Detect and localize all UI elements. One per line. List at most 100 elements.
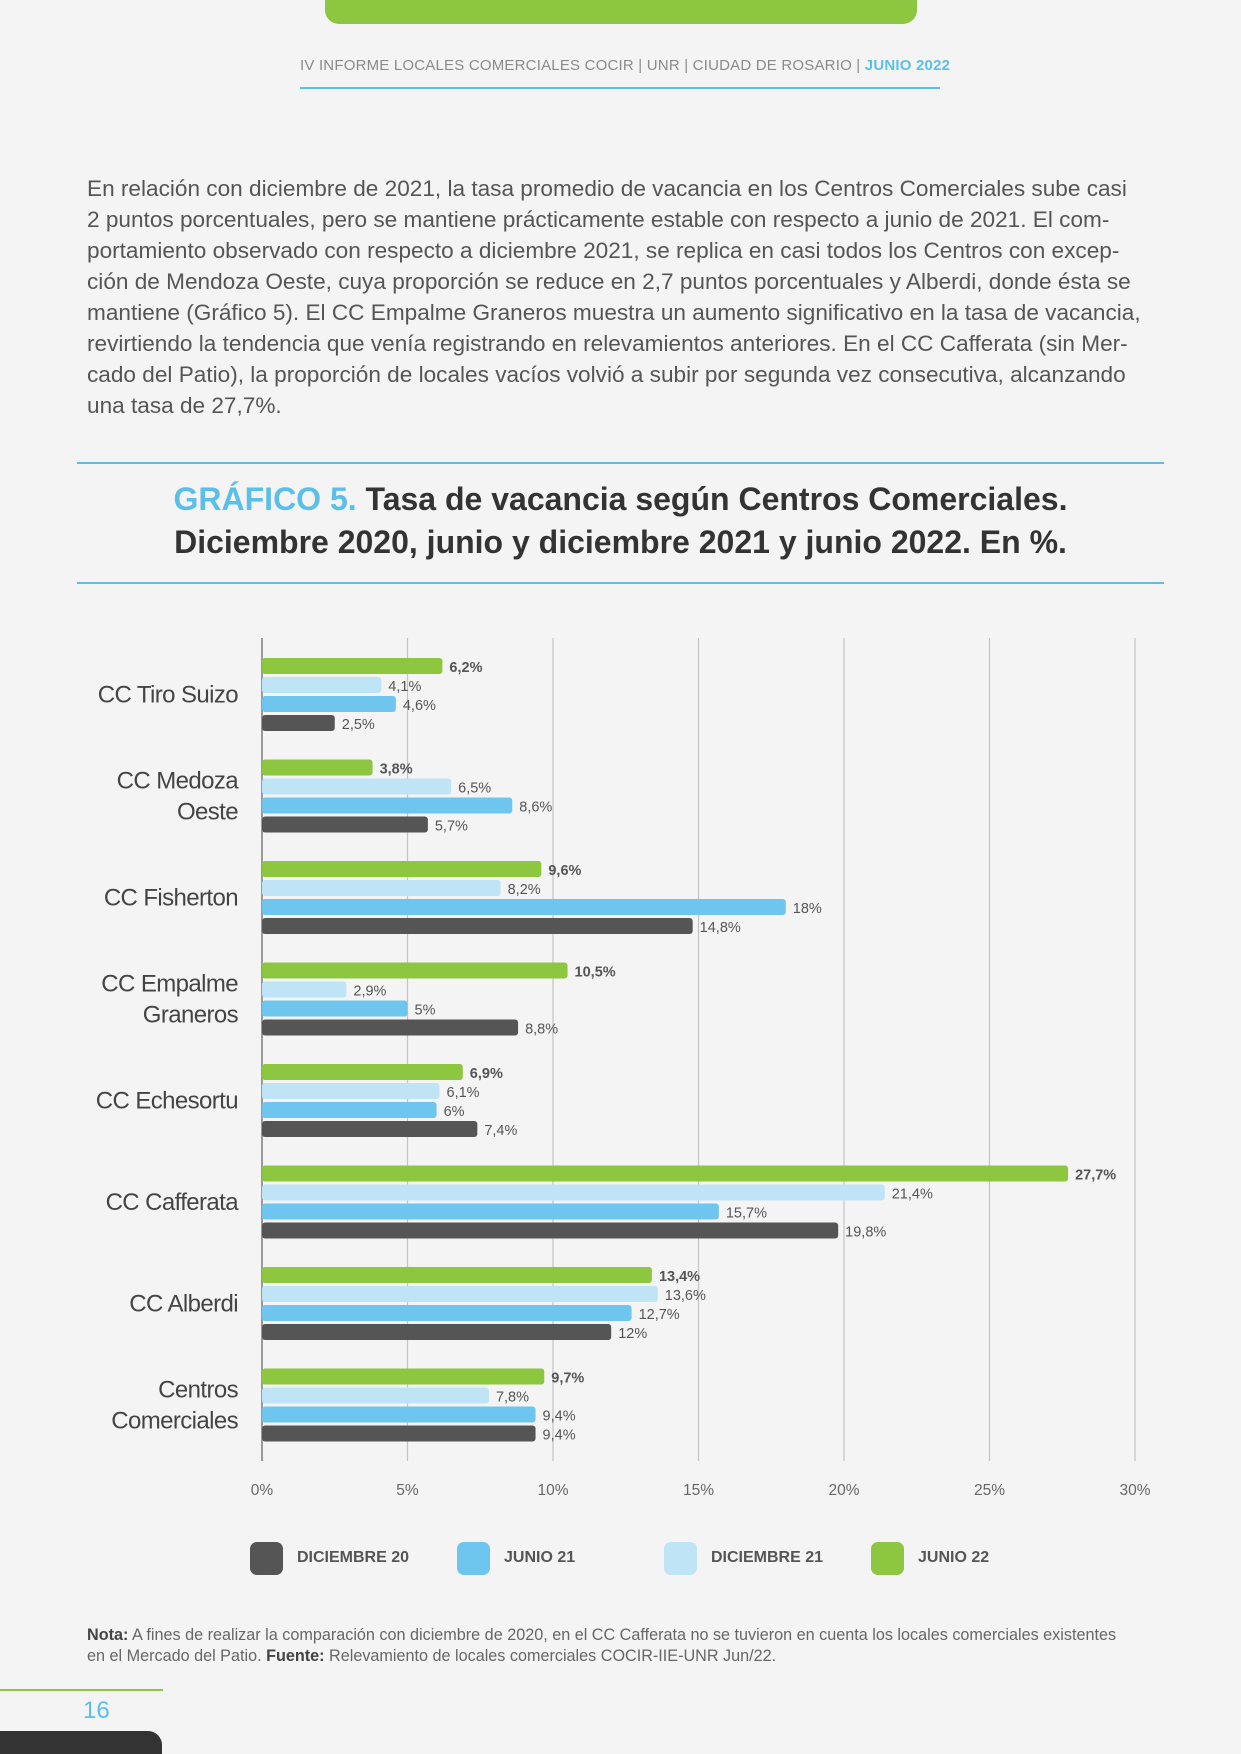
bar — [262, 677, 382, 693]
bar — [262, 1102, 437, 1118]
data-label: 6,5% — [458, 781, 491, 797]
data-label: 8,2% — [508, 882, 541, 898]
bar — [262, 861, 542, 877]
bar — [262, 1064, 463, 1080]
data-label: 9,4% — [543, 1428, 576, 1444]
data-label: 6% — [444, 1104, 465, 1120]
data-label: 5,7% — [435, 819, 468, 835]
bar — [262, 715, 335, 731]
bar — [262, 1324, 612, 1340]
x-tick-label: 30% — [1119, 1482, 1150, 1499]
note-line-2: en el Mercado del Patio. Fuente: Relevam… — [87, 1646, 1157, 1667]
running-header-report: IV INFORME LOCALES COMERCIALES COCIR | U… — [300, 57, 861, 74]
x-tick-label: 25% — [974, 1482, 1005, 1499]
body-line: 2 puntos porcentuales, pero se mantiene … — [87, 207, 1110, 232]
data-label: 10,5% — [575, 965, 616, 981]
data-label: 8,8% — [525, 1022, 558, 1038]
bar — [262, 1222, 839, 1239]
page-number: 16 — [83, 1697, 110, 1724]
data-label: 12% — [618, 1326, 647, 1342]
note-line-1: Nota: A fines de realizar la comparación… — [87, 1625, 1157, 1646]
footer-rule — [0, 1689, 163, 1691]
category-label: Comerciales — [111, 1408, 238, 1435]
bar — [262, 962, 568, 979]
data-label: 6,2% — [449, 660, 482, 676]
data-label: 4,6% — [403, 698, 436, 714]
bar — [262, 880, 501, 896]
data-label: 9,6% — [548, 863, 581, 879]
legend-item: JUNIO 22 — [871, 1540, 989, 1576]
body-line: revirtiendo la tendencia que venía regis… — [87, 331, 1128, 356]
data-label: 9,7% — [551, 1371, 584, 1387]
body-paragraph: En relación con diciembre de 2021, la ta… — [87, 173, 1153, 421]
bar — [262, 1083, 440, 1099]
body-line: una tasa de 27,7%. — [87, 393, 282, 418]
bar — [262, 816, 428, 833]
legend-swatch — [457, 1541, 490, 1575]
data-label: 13,6% — [665, 1288, 706, 1304]
data-label: 4,1% — [388, 679, 421, 695]
category-label: Graneros — [143, 1002, 239, 1029]
bar — [262, 759, 373, 776]
x-tick-label: 5% — [396, 1482, 419, 1499]
x-tick-label: 0% — [251, 1482, 274, 1499]
bar — [262, 696, 396, 712]
data-label: 3,8% — [380, 762, 413, 778]
bar — [262, 1203, 719, 1220]
data-label: 7,4% — [484, 1123, 517, 1139]
data-label: 7,8% — [496, 1390, 529, 1406]
chart-number: GRÁFICO 5. — [173, 481, 357, 517]
data-label: 8,6% — [519, 800, 552, 816]
note-text-2: en el Mercado del Patio. — [87, 1647, 262, 1665]
bar — [262, 1387, 489, 1404]
chart-legend: DICIEMBRE 20 JUNIO 21 DICIEMBRE 21 JUNIO 22 — [250, 1540, 1050, 1576]
data-label: 2,9% — [353, 984, 386, 1000]
bar — [262, 1305, 632, 1321]
data-label: 6,1% — [447, 1085, 480, 1101]
category-label: Centros — [158, 1377, 238, 1404]
legend-label: DICIEMBRE 20 — [297, 1549, 410, 1566]
legend-swatch — [664, 1541, 697, 1575]
bar — [262, 1406, 536, 1423]
category-label: CC Alberdi — [129, 1291, 238, 1318]
data-label: 6,9% — [470, 1066, 503, 1082]
bar — [262, 918, 693, 934]
bar — [262, 1368, 545, 1385]
bar — [262, 1425, 536, 1442]
note-text: A fines de realizar la comparación con d… — [131, 1626, 1117, 1644]
category-label: CC Echesortu — [96, 1088, 238, 1115]
chart-title-top-rule — [77, 462, 1164, 464]
legend-item: JUNIO 21 — [457, 1540, 575, 1576]
header-rule — [300, 87, 940, 89]
bar — [262, 1286, 658, 1302]
bar — [262, 981, 347, 998]
category-label: CC Empalme — [101, 971, 238, 998]
data-label: 5% — [415, 1003, 436, 1019]
source-label: Fuente: — [266, 1647, 325, 1665]
running-header-date: JUNIO 2022 — [864, 57, 951, 74]
data-label: 13,4% — [659, 1269, 700, 1285]
data-label: 18% — [793, 901, 822, 917]
legend-item: DICIEMBRE 20 — [250, 1540, 409, 1576]
category-label: CC Tiro Suizo — [98, 682, 238, 709]
x-tick-label: 20% — [828, 1482, 859, 1499]
top-decor-tab — [325, 0, 917, 24]
x-tick-label: 15% — [683, 1482, 714, 1499]
chart-note: Nota: A fines de realizar la comparación… — [87, 1625, 1157, 1667]
category-label: CC Fisherton — [104, 885, 238, 912]
bar — [262, 1000, 408, 1017]
chart-subtitle: Diciembre 2020, junio y diciembre 2021 y… — [174, 524, 1067, 560]
legend-label: JUNIO 21 — [504, 1549, 576, 1566]
category-label: CC Medoza — [117, 768, 240, 795]
data-label: 21,4% — [892, 1187, 933, 1203]
legend-swatch — [871, 1541, 904, 1575]
bar — [262, 658, 443, 674]
data-label: 14,8% — [700, 920, 741, 936]
bar — [262, 1267, 652, 1283]
category-label: CC Cafferata — [106, 1189, 240, 1216]
body-line: En relación con diciembre de 2021, la ta… — [87, 176, 1127, 201]
chart-title-bottom-rule — [77, 582, 1164, 584]
body-line: cado del Patio), la proporción de locale… — [87, 362, 1126, 387]
category-label: Oeste — [177, 799, 238, 826]
data-label: 15,7% — [726, 1206, 767, 1222]
